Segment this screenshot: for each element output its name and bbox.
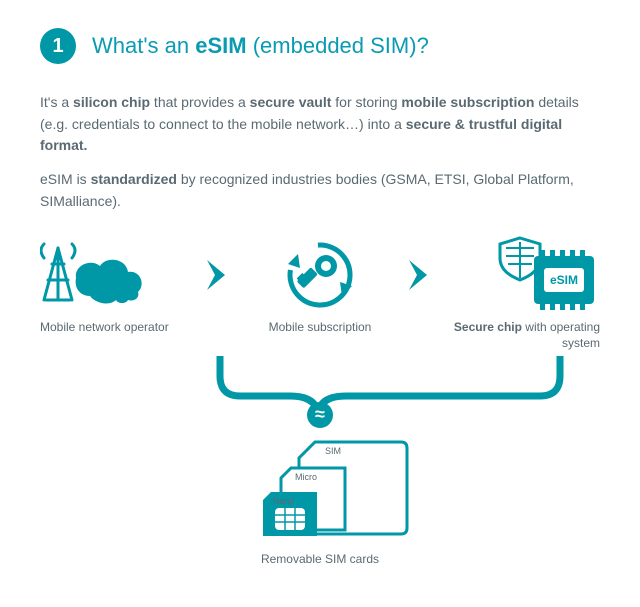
p2-t1: eSIM is	[40, 171, 91, 187]
chip-icon: eSIM	[490, 236, 600, 314]
sim-size-label: SIM	[325, 446, 341, 456]
p2-b1: standardized	[91, 171, 177, 187]
page: 1 What's an eSIM (embedded SIM)? It's a …	[0, 0, 640, 586]
equivalence-badge: ≈	[307, 402, 333, 428]
section-number-badge: 1	[40, 28, 76, 64]
chip-caption-t: with operating system	[522, 320, 600, 350]
sim-caption: Removable SIM cards	[261, 552, 379, 566]
nano-size-label: Nano	[273, 496, 295, 506]
chevron-right-icon	[407, 258, 435, 292]
subscription-caption: Mobile subscription	[269, 320, 372, 336]
p1-b1: silicon chip	[73, 94, 150, 110]
chip-caption-b: Secure chip	[454, 320, 522, 334]
subscription-icon	[280, 236, 360, 314]
chip-caption: Secure chip with operating system	[450, 320, 600, 351]
esim-chip-icon: eSIM	[534, 250, 594, 310]
paragraph-2: eSIM is standardized by recognized indus…	[40, 169, 600, 212]
flow-row: Mobile network operator	[40, 236, 600, 351]
p1-t3: for storing	[331, 94, 401, 110]
paragraph-1: It's a silicon chip that provides a secu…	[40, 92, 600, 157]
arrow-1	[202, 236, 236, 314]
p1-b3: mobile subscription	[401, 94, 534, 110]
node-operator: Mobile network operator	[40, 236, 196, 336]
sim-cards-node: SIM Micro Nano Removabl	[40, 434, 600, 566]
header-row: 1 What's an eSIM (embedded SIM)?	[40, 28, 600, 64]
page-title: What's an eSIM (embedded SIM)?	[92, 33, 429, 59]
node-subscription: Mobile subscription	[242, 236, 398, 336]
esim-chip-label: eSIM	[550, 273, 578, 287]
chevron-right-icon	[205, 258, 233, 292]
title-post: (embedded SIM)?	[247, 33, 429, 58]
p1-t2: that provides a	[150, 94, 250, 110]
title-bold: eSIM	[195, 33, 246, 58]
title-pre: What's an	[92, 33, 195, 58]
node-chip: eSIM Secure chip with operating system	[444, 236, 600, 351]
p1-t1: It's a	[40, 94, 73, 110]
operator-icon	[40, 236, 150, 314]
arrow-2	[404, 236, 438, 314]
bracket-row: ≈	[40, 356, 600, 416]
p1-b2: secure vault	[250, 94, 332, 110]
sim-cards-icon: SIM Micro Nano	[225, 434, 415, 544]
micro-size-label: Micro	[295, 472, 317, 482]
operator-caption: Mobile network operator	[40, 320, 169, 336]
diagram: Mobile network operator	[40, 236, 600, 565]
